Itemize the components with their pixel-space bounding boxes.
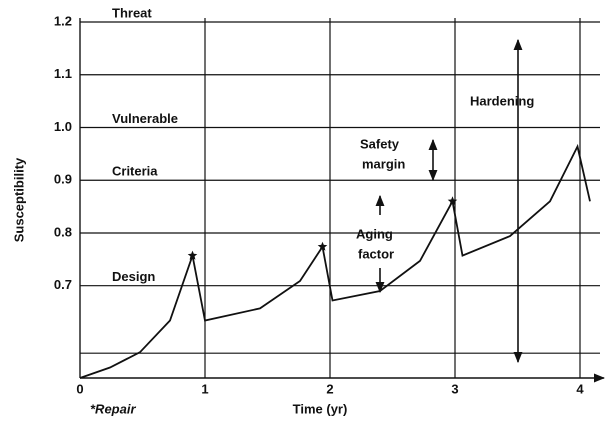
repair-marker [447, 196, 458, 206]
x-tick-label: 0 [76, 381, 83, 396]
level-label: Criteria [112, 164, 158, 179]
repair-marker [317, 241, 328, 251]
level-label: Threat [112, 5, 152, 20]
x-tick-label: 3 [451, 381, 458, 396]
y-tick-label: 0.9 [54, 172, 72, 187]
annotation: Hardening [470, 93, 534, 108]
y-tick-label: 1.0 [54, 119, 72, 134]
y-tick-label: 0.7 [54, 277, 72, 292]
y-tick-label: 1.2 [54, 13, 72, 28]
x-axis-label: Time (yr) [293, 401, 348, 416]
legend-label: *Repair [90, 401, 136, 416]
annotation: Aging [356, 226, 393, 241]
y-axis-label: Susceptibility [11, 157, 26, 242]
y-tick-label: 1.1 [54, 66, 72, 81]
y-tick-label: 0.8 [54, 224, 72, 239]
x-tick-label: 1 [201, 381, 208, 396]
level-label: Design [112, 269, 155, 284]
repair-marker [187, 250, 198, 260]
annotation: factor [358, 246, 394, 261]
level-label: Vulnerable [112, 111, 178, 126]
line [79, 143, 591, 379]
x-tick-label: 2 [326, 381, 333, 396]
annotation: Safety [360, 136, 400, 151]
x-tick-label: 4 [576, 381, 584, 396]
annotation: margin [362, 156, 405, 171]
